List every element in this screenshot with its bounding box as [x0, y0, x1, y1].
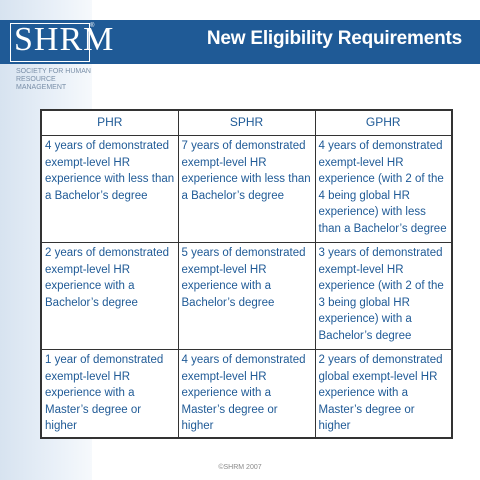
table-cell: 2 years of demonstrated global exempt-le… [314, 349, 453, 438]
shrm-logo [10, 23, 90, 62]
table-header-row: PHR SPHR GPHR [40, 109, 453, 136]
column-header-phr: PHR [40, 109, 179, 136]
copyright-footer: ©SHRM 2007 [218, 464, 262, 471]
table-cell: 2 years of demonstrated exempt-level HR … [40, 242, 179, 350]
table-row: 4 years of demonstrated exempt-level HR … [40, 135, 453, 243]
table-cell: 4 years of demonstrated exempt-level HR … [314, 135, 453, 243]
table-cell: 4 years of demonstrated exempt-level HR … [40, 135, 179, 243]
page-title: New Eligibility Requirements [206, 28, 462, 49]
table-cell: 3 years of demonstrated exempt-level HR … [314, 242, 453, 350]
table-cell: 1 year of demonstrated exempt-level HR e… [40, 349, 179, 438]
column-header-sphr: SPHR [177, 109, 316, 136]
table-cell: 7 years of demonstrated exempt-level HR … [177, 135, 316, 243]
table-row: 2 years of demonstrated exempt-level HR … [40, 242, 453, 350]
table-row: 1 year of demonstrated exempt-level HR e… [40, 349, 453, 438]
shrm-logo-text: SHRM [14, 21, 115, 58]
logo-tagline: Society for Human Resource Management [16, 68, 91, 91]
eligibility-table: PHR SPHR GPHR 4 years of demonstrated ex… [40, 109, 453, 439]
trademark-mark: ® [90, 23, 95, 29]
column-header-gphr: GPHR [314, 109, 453, 136]
table-cell: 4 years of demonstrated exempt-level HR … [177, 349, 316, 438]
table-cell: 5 years of demonstrated exempt-level HR … [177, 242, 316, 350]
